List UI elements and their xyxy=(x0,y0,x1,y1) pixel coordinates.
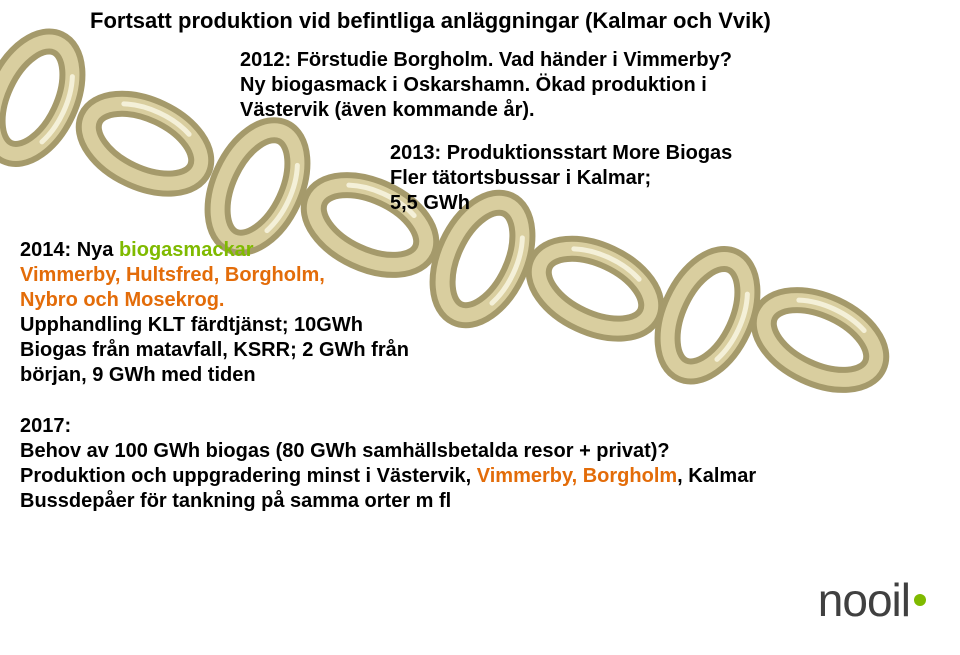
text-segment: Bussdepåer för tankning på samma orter m… xyxy=(20,490,451,512)
text-segment: början, 9 GWh med tiden xyxy=(20,364,256,386)
paragraph-2012: 2012: Förstudie Borgholm. Vad händer i V… xyxy=(240,48,940,123)
paragraph-2017: 2017: Behov av 100 GWh biogas (80 GWh sam… xyxy=(20,414,940,514)
text-segment: , Kalmar xyxy=(677,465,756,487)
slide-content: Fortsatt produktion vid befintliga anläg… xyxy=(0,0,960,514)
text-segment: 2017: xyxy=(20,415,71,437)
logo-text: nooil xyxy=(818,573,910,627)
text-segment: Vimmerby, Hultsfred, Borgholm, xyxy=(20,264,325,286)
paragraph-2013: 2013: Produktionsstart More Biogas Fler … xyxy=(390,141,940,216)
logo-dot-icon xyxy=(914,594,926,606)
text-segment: Vimmerby, Borgholm xyxy=(477,465,677,487)
text-segment: Produktion och uppgradering minst i Väst… xyxy=(20,465,477,487)
text-segment: biogasmackar xyxy=(119,239,254,261)
text-segment: Upphandling KLT färdtjänst; 10GWh xyxy=(20,314,363,336)
text-segment: Nybro och Mosekrog. xyxy=(20,289,224,311)
slide-title: Fortsatt produktion vid befintliga anläg… xyxy=(90,8,940,34)
paragraph-2014: 2014: Nya biogasmackar Vimmerby, Hultsfre… xyxy=(20,238,940,388)
text-segment: Biogas från matavfall, KSRR; 2 GWh från xyxy=(20,339,409,361)
text-segment: 2014: Nya xyxy=(20,239,119,261)
text-segment: Behov av 100 GWh biogas (80 GWh samhälls… xyxy=(20,440,670,462)
nooil-logo: nooil xyxy=(818,573,926,627)
